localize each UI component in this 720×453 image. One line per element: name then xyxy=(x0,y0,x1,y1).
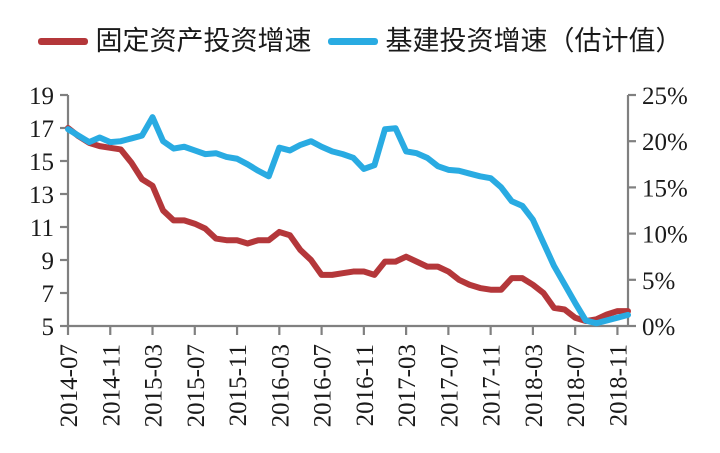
left-axis-tick-label: 9 xyxy=(42,248,55,275)
x-axis-tick-label: 2016-11 xyxy=(352,344,379,426)
series-line-fixed-asset-investment xyxy=(65,125,631,325)
left-axis-tick-label: 11 xyxy=(30,215,54,242)
legend-item-fixed-asset-investment: 固定资产投资增速 xyxy=(37,25,312,56)
x-axis-tick-label: 2015-07 xyxy=(183,344,210,427)
x-axis-tick-labels: 2014-07 2014-11 2015-03 2015-07 2015-11 2016-… xyxy=(56,344,632,427)
legend-label-fixed-asset-investment: 固定资产投资增速 xyxy=(95,25,312,56)
chart-axes xyxy=(60,93,636,335)
x-axis-tick-label: 2015-11 xyxy=(225,344,252,426)
x-axis-tick-label: 2017-11 xyxy=(479,344,506,426)
left-axis-tick-label: 13 xyxy=(29,182,54,209)
plot-area: 5 7 9 11 13 15 17 19 0% 5% 10% 15% 20% 25% 2014-07 20… xyxy=(0,64,720,453)
left-axis-tick-labels: 5 7 9 11 13 15 17 19 xyxy=(29,83,54,341)
x-axis-tick-label: 2018-11 xyxy=(605,344,632,426)
right-axis-tick-label: 10% xyxy=(642,222,688,249)
right-axis-tick-label: 25% xyxy=(642,83,688,110)
left-axis-tick-label: 19 xyxy=(29,83,54,110)
x-axis-tick-label: 2016-07 xyxy=(310,344,337,427)
data-series-group xyxy=(65,114,631,327)
x-axis-tick-label: 2018-07 xyxy=(563,344,590,427)
right-axis-tick-label: 15% xyxy=(642,175,688,202)
right-axis-tick-label: 5% xyxy=(642,268,675,295)
right-axis-tick-label: 20% xyxy=(642,129,688,156)
left-axis-tick-label: 15 xyxy=(29,149,54,176)
x-axis-tick-label: 2014-11 xyxy=(98,344,125,426)
left-axis-tick-label: 5 xyxy=(42,314,55,341)
x-axis-tick-label: 2017-07 xyxy=(436,344,463,427)
x-axis-tick-label: 2016-03 xyxy=(267,344,294,427)
left-axis-tick-label: 17 xyxy=(29,116,54,143)
x-axis-tick-label: 2017-03 xyxy=(394,344,421,427)
right-axis-tick-label: 0% xyxy=(642,314,675,341)
legend-label-infrastructure-investment: 基建投资增速（估计值） xyxy=(385,25,683,56)
line-swatch-icon xyxy=(327,37,378,45)
legend-item-infrastructure-investment: 基建投资增速（估计值） xyxy=(327,25,683,56)
chart-legend: 固定资产投资增速 基建投资增速（估计值） xyxy=(0,18,720,64)
x-axis-tick-label: 2014-07 xyxy=(56,344,83,427)
x-axis-tick-label: 2018-03 xyxy=(521,344,548,427)
series-line-infrastructure-investment xyxy=(65,114,631,327)
x-axis-tick-label: 2015-03 xyxy=(141,344,168,427)
left-axis-tick-label: 7 xyxy=(42,281,55,308)
right-axis-tick-labels: 0% 5% 10% 15% 20% 25% xyxy=(642,83,688,341)
line-swatch-icon xyxy=(37,37,88,45)
